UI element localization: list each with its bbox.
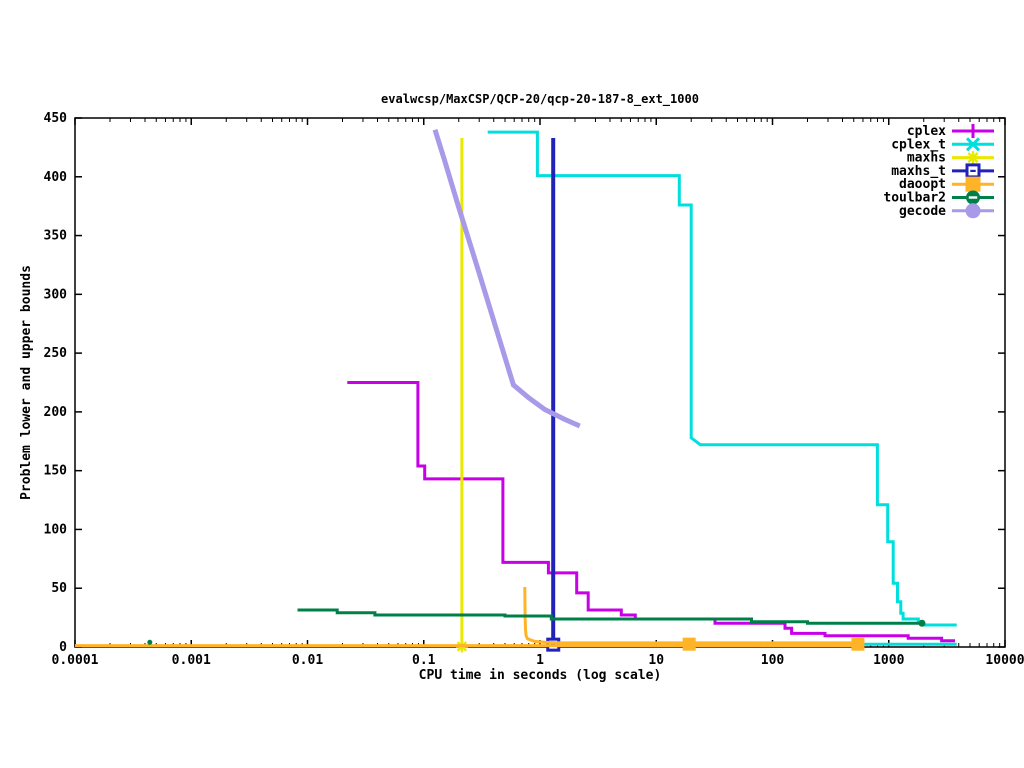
chart-title: evalwcsp/MaxCSP/QCP-20/qcp-20-187-8_ext_… xyxy=(381,92,699,107)
plot-axes: 0.0001 0.001 0.01 0.1 1 10 100 1000 10000 0 50 100 1… xyxy=(44,111,1024,668)
series-line-daoopt xyxy=(523,586,858,645)
legend-item-cplex: cplex xyxy=(907,124,994,139)
legend-label-cplex_t: cplex_t xyxy=(891,137,946,152)
legend-item-maxhs_t: maxhs_t xyxy=(891,163,994,179)
open-circle-marker xyxy=(918,619,926,627)
y-tick-label: 50 xyxy=(51,581,67,596)
series-line-cplex xyxy=(347,381,955,643)
y-tick-label: 400 xyxy=(44,170,68,185)
x-tick-label: 100 xyxy=(761,653,785,668)
y-tick-label: 0 xyxy=(59,640,67,655)
x-axis-label: CPU time in seconds (log scale) xyxy=(419,668,662,683)
legend-item-cplex_t: cplex_t xyxy=(891,137,994,152)
series-daoopt xyxy=(75,586,865,651)
legend-label-gecode: gecode xyxy=(899,204,946,219)
filled-square-marker xyxy=(965,176,981,192)
series-gecode xyxy=(432,129,581,429)
open-circle-marker xyxy=(147,639,153,645)
series-line-gecode xyxy=(432,129,581,429)
filled-square-marker xyxy=(682,637,696,651)
legend-label-cplex: cplex xyxy=(907,124,946,139)
x-tick-label: 0.0001 xyxy=(52,653,99,668)
y-tick-label: 200 xyxy=(44,405,68,420)
x-marker xyxy=(965,137,981,152)
x-tick-label: 0.1 xyxy=(412,653,436,668)
y-axis-label: Problem lower and upper bounds xyxy=(19,265,34,500)
y-tick-label: 450 xyxy=(44,111,68,126)
y-tick-label: 100 xyxy=(44,522,68,537)
legend-item-maxhs: maxhs xyxy=(907,151,994,166)
y-tick-label: 250 xyxy=(44,346,68,361)
series-line-cplex_t xyxy=(487,130,957,627)
plus-marker xyxy=(966,124,980,138)
plot-border xyxy=(74,117,1006,648)
y-tick-label: 150 xyxy=(44,464,68,479)
filled-circle-marker xyxy=(965,203,981,219)
legend-item-toulbar2: toulbar2 xyxy=(883,190,994,206)
x-tick-label: 1000 xyxy=(873,653,904,668)
x-tick-label: 10000 xyxy=(985,653,1024,668)
legend-label-daoopt: daoopt xyxy=(899,177,946,192)
series-cplex xyxy=(347,381,955,643)
legend-item-daoopt: daoopt xyxy=(899,176,994,192)
filled-square-marker xyxy=(851,637,865,651)
star-marker xyxy=(966,151,980,165)
y-tick-label: 350 xyxy=(44,229,68,244)
legend-item-gecode: gecode xyxy=(899,203,994,219)
legend-label-maxhs_t: maxhs_t xyxy=(891,164,946,179)
series-line-toulbar2 xyxy=(297,608,922,625)
x-tick-label: 0.01 xyxy=(292,653,323,668)
x-tick-label: 1 xyxy=(536,653,544,668)
legend-label-toulbar2: toulbar2 xyxy=(883,191,946,206)
legend-label-maxhs: maxhs xyxy=(907,151,946,166)
x-tick-label: 0.001 xyxy=(172,653,211,668)
series-cplex_t xyxy=(487,130,957,646)
x-tick-label: 10 xyxy=(648,653,664,668)
series-toulbar2 xyxy=(147,608,926,645)
y-tick-label: 300 xyxy=(44,287,68,302)
legend: cplexcplex_tmaxhsmaxhs_tdaoopttoulbar2ge… xyxy=(883,124,994,219)
